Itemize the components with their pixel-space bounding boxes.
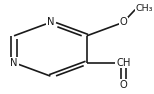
- Text: O: O: [119, 80, 127, 90]
- Text: N: N: [10, 58, 18, 68]
- Text: CH: CH: [116, 58, 130, 68]
- Text: CH₃: CH₃: [136, 4, 153, 13]
- Text: O: O: [119, 17, 127, 27]
- Text: N: N: [47, 17, 54, 27]
